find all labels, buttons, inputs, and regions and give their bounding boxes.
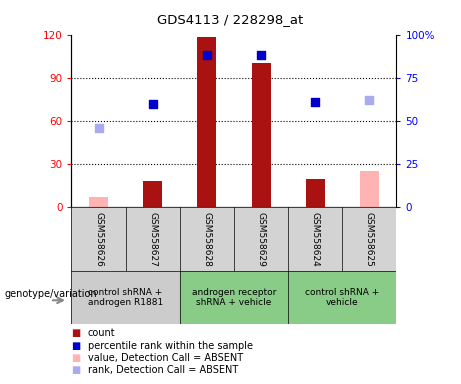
Bar [360,171,379,207]
Bar [306,179,325,207]
Bar [180,207,234,271]
Bar [288,271,396,324]
Text: rank, Detection Call = ABSENT: rank, Detection Call = ABSENT [88,365,238,375]
Point [95,125,102,131]
Text: ■: ■ [71,365,81,375]
Bar [89,197,108,207]
Text: value, Detection Call = ABSENT: value, Detection Call = ABSENT [88,353,242,363]
Bar [342,207,396,271]
Text: androgen receptor
shRNA + vehicle: androgen receptor shRNA + vehicle [192,288,276,307]
Text: GDS4113 / 228298_at: GDS4113 / 228298_at [157,13,304,26]
Text: ■: ■ [71,341,81,351]
Bar [180,271,288,324]
Text: GSM558624: GSM558624 [311,212,320,266]
Text: genotype/variation: genotype/variation [5,289,97,299]
Point [366,97,373,103]
Bar [143,182,162,207]
Text: GSM558628: GSM558628 [202,212,212,266]
Point [312,99,319,105]
Text: percentile rank within the sample: percentile rank within the sample [88,341,253,351]
Text: ■: ■ [71,353,81,363]
Bar [71,271,180,324]
Text: control shRNA +
vehicle: control shRNA + vehicle [305,288,379,307]
Point [203,52,211,58]
Point [149,101,156,107]
Bar [234,207,288,271]
Text: control shRNA +
androgen R1881: control shRNA + androgen R1881 [88,288,163,307]
Text: count: count [88,328,115,338]
Bar [125,207,180,271]
Text: GSM558625: GSM558625 [365,212,374,266]
Bar [288,207,342,271]
Text: GSM558626: GSM558626 [94,212,103,266]
Point [257,52,265,58]
Bar [252,63,271,207]
Text: ■: ■ [71,328,81,338]
Bar [197,38,216,207]
Bar [71,207,125,271]
Text: GSM558627: GSM558627 [148,212,157,266]
Text: GSM558629: GSM558629 [256,212,266,266]
